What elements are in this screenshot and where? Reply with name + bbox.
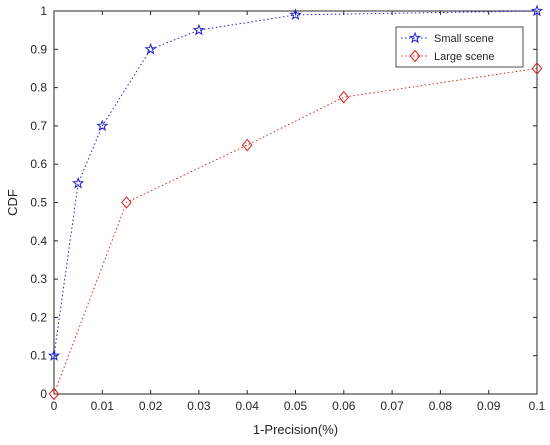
- data-point-large-scene: [531, 62, 543, 75]
- data-point-large-scene: [48, 387, 60, 401]
- y-tick-label: 0.1: [30, 349, 47, 363]
- y-tick-label: 0.6: [30, 157, 47, 171]
- data-point-small-scene: [96, 119, 109, 132]
- legend-label-large-scene: Large scene: [434, 51, 495, 63]
- data-point-small-scene: [144, 42, 157, 55]
- legend-box: [395, 26, 524, 68]
- series-line-large-scene: [53, 67, 538, 395]
- data-point-large-scene: [121, 196, 132, 209]
- y-tick-label: 0.8: [30, 81, 47, 95]
- data-point-large-scene: [338, 90, 350, 104]
- x-tick-label: 0.07: [380, 399, 404, 413]
- y-tick-label: 0.5: [30, 196, 47, 210]
- series-small-scene: [47, 4, 544, 361]
- y-tick-label: 0: [40, 387, 47, 401]
- x-tick-label: 0.04: [236, 399, 260, 413]
- axis-ticks: 0 0.01 0.02 0.03 0.04 0.05 0.06 0.07 0.08 0.09 0.1…: [30, 4, 545, 413]
- y-tick-label: 0.2: [30, 310, 47, 324]
- data-point-small-scene: [72, 176, 85, 189]
- data-point-large-scene: [241, 138, 253, 152]
- series-large-scene: [48, 62, 543, 401]
- legend-marker-small-scene: [408, 31, 422, 44]
- y-tick-label: 0.4: [30, 234, 47, 248]
- x-tick-label: 0.06: [332, 399, 356, 413]
- x-tick-label: 0.03: [187, 399, 211, 413]
- series-layer: [47, 4, 544, 401]
- x-tick-label: 0.05: [284, 399, 308, 413]
- y-tick-label: 1: [40, 4, 47, 18]
- data-point-small-scene: [192, 23, 206, 36]
- x-tick-label: 0.1: [529, 399, 546, 413]
- legend-marker-large-scene: [409, 49, 421, 63]
- legend-label-small-scene: Small scene: [434, 33, 494, 45]
- data-point-small-scene: [289, 8, 302, 21]
- y-axis-label: CDF: [5, 189, 20, 216]
- data-point-small-scene: [47, 349, 61, 361]
- x-axis-label: 1-Precision(%): [253, 422, 338, 437]
- series-line-small-scene: [53, 10, 538, 356]
- y-tick-label: 0.7: [30, 119, 47, 133]
- x-tick-label: 0: [51, 399, 58, 413]
- y-tick-label: 0.3: [30, 272, 47, 286]
- legend: Small scene Large scene: [395, 26, 524, 68]
- data-point-small-scene: [530, 4, 544, 17]
- x-tick-label: 0.01: [91, 399, 115, 413]
- x-tick-label: 0.02: [139, 399, 163, 413]
- x-tick-label: 0.09: [477, 399, 501, 413]
- y-tick-label: 0.9: [30, 42, 47, 56]
- x-tick-label: 0.08: [429, 399, 453, 413]
